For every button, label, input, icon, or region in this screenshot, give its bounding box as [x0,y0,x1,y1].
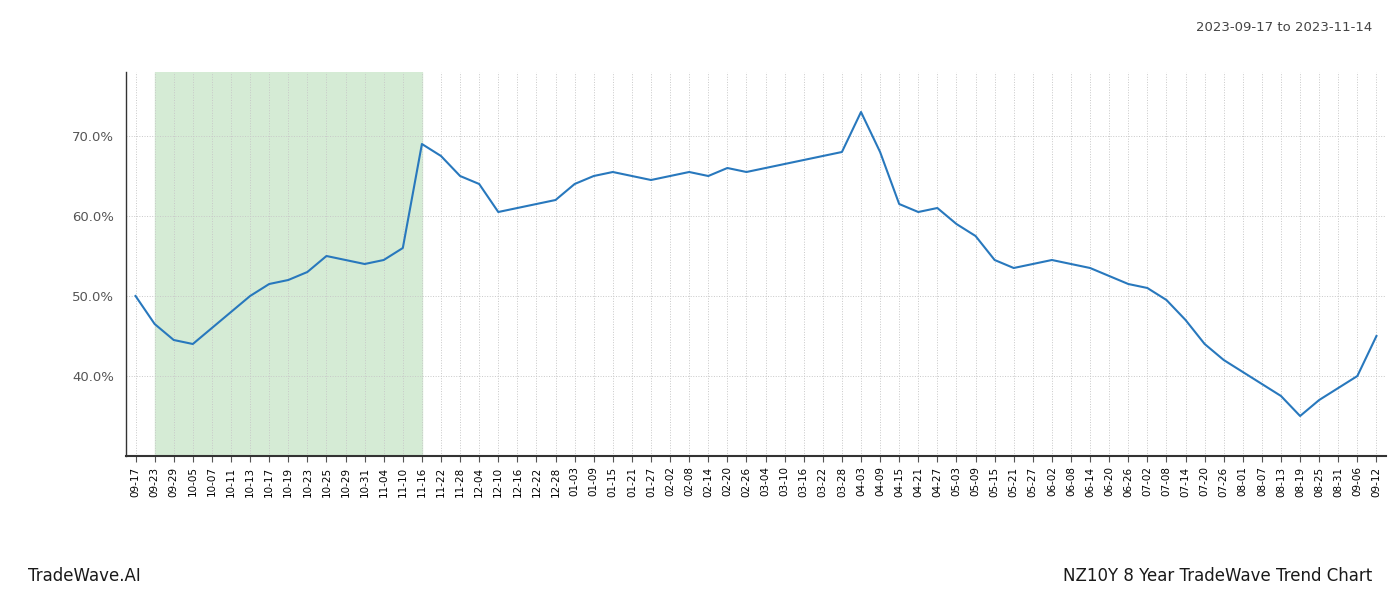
Bar [154,72,421,456]
Text: TradeWave.AI: TradeWave.AI [28,567,141,585]
Text: NZ10Y 8 Year TradeWave Trend Chart: NZ10Y 8 Year TradeWave Trend Chart [1063,567,1372,585]
Text: 2023-09-17 to 2023-11-14: 2023-09-17 to 2023-11-14 [1196,21,1372,34]
